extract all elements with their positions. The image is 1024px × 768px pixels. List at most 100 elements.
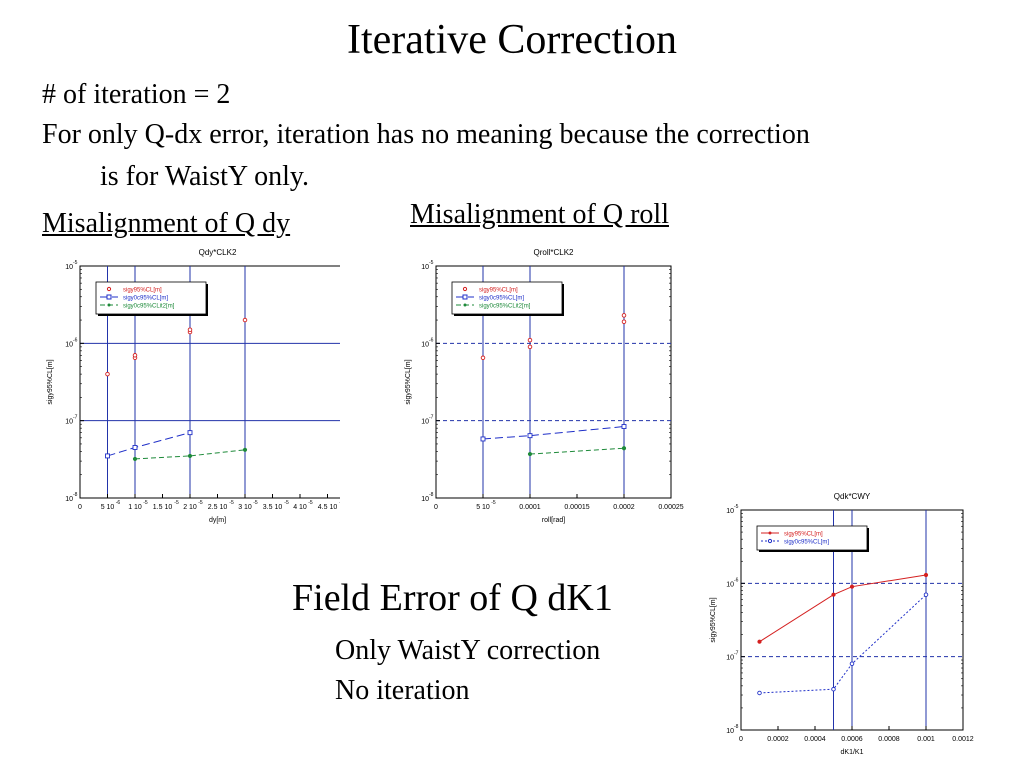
- x-tick-exponent: -6: [116, 500, 121, 506]
- series-line: [759, 574, 927, 643]
- data-point: [480, 355, 486, 361]
- y-axis-label: sigy95%CL[m]: [405, 359, 412, 404]
- note-waisty-correction: Only WaistY correction: [335, 635, 601, 666]
- x-tick-label: 2 10: [183, 504, 197, 511]
- heading-misalignment-roll: Misalignment of Q roll: [410, 199, 669, 230]
- x-tick-label: 1.5 10: [153, 504, 173, 511]
- data-point: [527, 337, 533, 343]
- x-tick-exponent: -5: [284, 500, 289, 506]
- data-point: [132, 456, 138, 462]
- y-tick-exponent: -5: [429, 260, 434, 266]
- x-tick-label: 0: [739, 736, 743, 743]
- y-tick-label: 10: [726, 508, 734, 515]
- y-tick-label: 10: [65, 341, 73, 348]
- x-tick-label: 0.001: [917, 736, 935, 743]
- data-point: [831, 686, 836, 692]
- x-tick-exponent: -5: [308, 500, 313, 506]
- y-tick-exponent: -8: [73, 492, 78, 498]
- y-tick-exponent: -7: [429, 415, 434, 421]
- data-point: [757, 639, 762, 644]
- x-tick-label: 0.0012: [952, 736, 974, 743]
- x-tick-label: 0.00015: [564, 504, 589, 511]
- heading-misalignment-dy: Misalignment of Q dy: [42, 208, 291, 239]
- x-tick-label: 0.0008: [878, 736, 900, 743]
- y-tick-exponent: -7: [73, 415, 78, 421]
- legend-entry: sigy0c95%CL[m]: [479, 296, 524, 302]
- x-axis-label: dy[m]: [209, 517, 226, 524]
- legend-swatch-marker: [106, 286, 112, 292]
- x-axis-label: dK1/K1: [841, 749, 864, 756]
- x-tick-label: 5 10: [101, 504, 115, 511]
- data-point: [621, 313, 627, 318]
- x-tick-label: 0.0002: [613, 504, 635, 511]
- x-tick-label: 0: [78, 504, 82, 511]
- data-point: [242, 317, 248, 323]
- data-point: [527, 344, 533, 350]
- x-tick-label: 3 10: [238, 504, 252, 511]
- legend-swatch-marker: [107, 303, 111, 307]
- data-point: [849, 661, 855, 667]
- legend-swatch-marker: [463, 303, 467, 307]
- y-tick-exponent: -6: [429, 337, 434, 343]
- y-tick-exponent: -6: [734, 577, 739, 583]
- legend-entry: sigy0c95%CL[m]: [784, 540, 829, 546]
- slide-title: Iterative Correction: [346, 17, 677, 63]
- description-line-2: is for WaistY only.: [100, 161, 310, 192]
- series-line: [134, 449, 246, 460]
- y-tick-label: 10: [726, 655, 734, 662]
- data-point: [187, 430, 193, 436]
- x-tick-exponent: -5: [229, 500, 234, 506]
- x-tick-label: 2.5 10: [208, 504, 228, 511]
- x-tick-label: 3.5 10: [263, 504, 283, 511]
- x-tick-label: 0.0006: [841, 736, 863, 743]
- y-tick-exponent: -6: [73, 337, 78, 343]
- chart-title: Qdy*CLK2: [199, 248, 237, 257]
- x-tick-label: 0.0001: [519, 504, 541, 511]
- data-point: [849, 584, 855, 589]
- legend-entry: sigy95%CL[m]: [123, 288, 162, 294]
- x-tick-label: 1 10: [128, 504, 142, 511]
- chart-qdy: Qdy*CLK2 10 -8 10 -7 10 -6 10 -5 0 5 10 -6 1 10 -5 1.5…: [40, 244, 340, 534]
- x-tick-exponent: -5: [339, 500, 340, 506]
- legend-swatch-marker: [768, 531, 772, 535]
- y-tick-label: 10: [65, 496, 73, 503]
- data-point: [480, 436, 486, 442]
- x-tick-label: 4 10: [293, 504, 307, 511]
- y-tick-label: 10: [421, 341, 429, 348]
- y-tick-exponent: -8: [734, 724, 739, 730]
- y-tick-label: 10: [726, 728, 734, 735]
- data-point: [621, 424, 627, 429]
- y-axis-label: sigy95%CL[m]: [710, 597, 717, 642]
- x-tick-label: 5 10: [476, 504, 490, 511]
- data-point: [757, 690, 762, 696]
- chart-qdk: Qdk*CWY 10 -8 10 -7 10 -6 10 -5 0 0.0002 0.0004 0.00…: [703, 488, 980, 764]
- x-tick-exponent: -5: [491, 500, 496, 506]
- x-tick-exponent: -5: [253, 500, 258, 506]
- legend-swatch-marker: [462, 286, 468, 292]
- x-tick-label: 0.00025: [658, 504, 683, 511]
- legend-swatch-marker: [767, 538, 773, 544]
- legend-box: [756, 525, 868, 551]
- data-point: [105, 371, 110, 377]
- x-axis-label: roll[rad]: [542, 517, 565, 524]
- note-no-iteration: No iteration: [335, 675, 470, 706]
- chart-qroll: Qroll*CLK2 10 -8 10 -7 10 -6 10 -5 0 5 10 -5 0.0001 0…: [398, 244, 688, 534]
- data-point: [923, 572, 929, 578]
- series-line: [759, 594, 927, 694]
- x-tick-label: 0: [434, 504, 438, 511]
- data-point: [132, 445, 138, 450]
- data-point: [923, 592, 929, 597]
- y-tick-exponent: -5: [734, 504, 739, 510]
- y-tick-label: 10: [726, 581, 734, 588]
- legend-box: [95, 281, 207, 315]
- x-tick-exponent: -5: [198, 500, 203, 506]
- legend-swatch-marker: [462, 294, 468, 300]
- series-line: [482, 426, 625, 440]
- legend-entry: sigy0c95%CLit2[m]: [479, 304, 531, 310]
- chart-title: Qroll*CLK2: [533, 248, 574, 257]
- y-tick-label: 10: [421, 264, 429, 271]
- iteration-count-text: # of iteration = 2: [42, 79, 231, 110]
- y-tick-label: 10: [421, 419, 429, 426]
